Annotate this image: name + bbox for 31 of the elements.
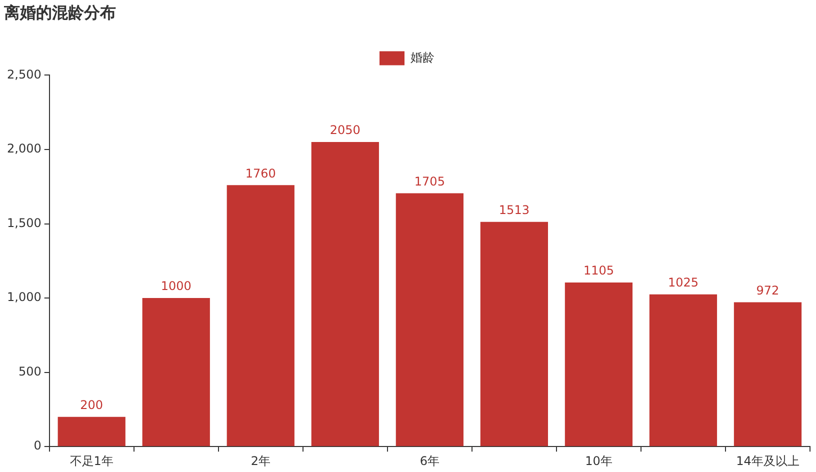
bar — [734, 302, 802, 446]
x-tick-label: 14年及以上 — [736, 454, 800, 468]
chart-title: 离婚的混龄分布 — [3, 2, 116, 22]
bar — [311, 142, 379, 446]
y-tick-label: 0 — [34, 438, 42, 453]
y-tick-label: 1,000 — [6, 290, 42, 304]
y-tick-label: 2,000 — [6, 142, 42, 156]
x-tick-label: 不足1年 — [70, 454, 114, 468]
bar — [226, 185, 294, 446]
data-label: 1000 — [160, 279, 192, 294]
x-tick-label: 6年 — [420, 454, 440, 468]
y-tick-label: 2,500 — [6, 67, 42, 82]
bar — [58, 416, 126, 446]
legend-label: 婚龄 — [410, 50, 434, 64]
data-label: 1760 — [245, 166, 276, 180]
bar — [142, 298, 210, 446]
data-label: 1025 — [668, 275, 698, 290]
data-label: 1105 — [583, 264, 614, 278]
y-tick-label: 500 — [18, 364, 42, 378]
data-label: 200 — [80, 398, 104, 412]
bar — [396, 193, 464, 446]
data-label: 1705 — [414, 174, 445, 188]
x-tick-label: 2年 — [250, 454, 270, 468]
bar — [480, 222, 548, 446]
bar — [564, 282, 633, 446]
bar — [649, 294, 718, 446]
y-tick-label: 1,500 — [6, 216, 42, 230]
data-label: 972 — [756, 283, 780, 298]
data-label: 1513 — [498, 202, 530, 217]
data-label: 2050 — [330, 123, 360, 138]
x-tick-label: 10年 — [585, 454, 612, 468]
